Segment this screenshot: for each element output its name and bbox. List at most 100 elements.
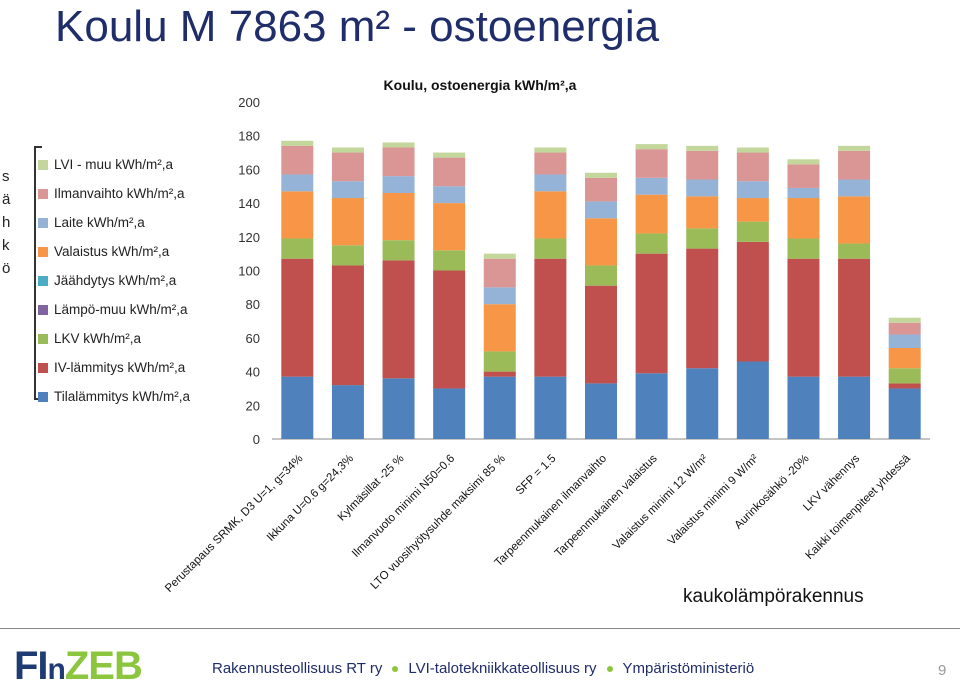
legend-label: LVI - muu kWh/m²,a: [54, 157, 174, 172]
x-tick-label: Tarpeenmukainen valaistus: [553, 452, 660, 559]
bar-segment: [787, 198, 820, 239]
legend-label: Laite kWh/m²,a: [54, 215, 145, 230]
legend-swatch: [38, 362, 48, 373]
bullet-dot-icon: [392, 665, 399, 672]
chart-title: Koulu, ostoenergia kWh/m²,a: [384, 77, 577, 93]
finzeb-logo: FInZEB: [14, 644, 143, 689]
bar-segment: [534, 152, 567, 175]
bar-segment: [635, 149, 668, 178]
bar-segment: [433, 388, 466, 439]
logo-zeb: ZEB: [64, 644, 143, 688]
legend-item: Lämpö-muu kWh/m²,a: [38, 295, 190, 324]
footer-link-rt[interactable]: Rakennusteollisuus RT ry: [212, 660, 383, 677]
bar-segment: [331, 245, 364, 266]
logo-fi: FI: [14, 644, 49, 688]
legend-label: LKV kWh/m²,a: [54, 331, 142, 346]
bar-segment: [433, 270, 466, 389]
bar-segment: [787, 238, 820, 259]
vertical-letter: h: [2, 214, 11, 231]
bar-segment: [838, 179, 871, 197]
slide-title: Koulu M 7863 m² - ostoenergia: [55, 2, 660, 51]
bar-segment: [433, 203, 466, 251]
footer-link-ym[interactable]: Ympäristöministeriö: [622, 660, 755, 677]
bar-segment: [281, 145, 314, 175]
bar-segment: [888, 348, 921, 369]
y-tick-label: 140: [238, 196, 260, 211]
x-tick-label: Valaistus minimi 9 W/m²: [666, 453, 761, 548]
bar-segment: [331, 147, 364, 153]
bar-segment: [281, 140, 314, 146]
bar-segment: [483, 258, 516, 288]
bar-segment: [635, 194, 668, 234]
bar-segment: [736, 361, 769, 439]
legend-label: Ilmanvaihto kWh/m²,a: [54, 186, 185, 201]
bar-segment: [382, 147, 415, 177]
bar-segment: [787, 187, 820, 199]
vertical-letter: ö: [2, 260, 11, 277]
bar-segment: [534, 376, 567, 439]
legend-swatch: [38, 333, 48, 344]
legend-swatch: [38, 391, 48, 402]
page-number: 9: [938, 662, 947, 679]
bar-segment: [736, 221, 769, 242]
bar-segment: [483, 376, 516, 439]
legend-swatch: [38, 159, 48, 170]
bar-segment: [736, 198, 769, 222]
y-tick-label: 20: [246, 398, 260, 413]
bar-segment: [331, 152, 364, 182]
legend-item: LVI - muu kWh/m²,a: [38, 150, 190, 179]
bar-segment: [585, 285, 617, 384]
bar-segment: [331, 385, 364, 439]
vertical-letter: ä: [2, 191, 11, 208]
bar-segment: [686, 196, 719, 229]
bar-segment: [787, 376, 820, 439]
bar-segment: [635, 373, 668, 439]
bar-segment: [433, 250, 466, 271]
y-tick-label: 200: [238, 95, 260, 110]
bar-segment: [838, 243, 871, 259]
footer-link-lvi[interactable]: LVI-talotekniikkateollisuus ry: [408, 660, 597, 677]
vertical-letter: s: [2, 168, 10, 185]
bar-segment: [433, 157, 466, 187]
y-tick-label: 80: [246, 297, 260, 312]
bar-segment: [736, 147, 769, 153]
bar-segment: [331, 181, 364, 199]
bar-segment: [483, 371, 516, 377]
y-tick-label: 60: [246, 331, 260, 346]
bar-segment: [585, 177, 617, 202]
bar-segment: [686, 145, 719, 151]
legend-swatch: [38, 304, 48, 315]
x-tick-label: Valaistus minimi 12 W/m²: [611, 453, 711, 553]
bar-segment: [585, 383, 617, 439]
bar-segment: [838, 150, 871, 180]
legend-swatch: [38, 188, 48, 199]
bar-segment: [585, 172, 617, 178]
bar-segment: [331, 198, 364, 246]
y-tick-label: 160: [238, 162, 260, 177]
bar-segment: [382, 142, 415, 148]
legend-item: LKV kWh/m²,a: [38, 324, 190, 353]
x-tick-label: Ilmanvuoto minimi N50=0.6: [350, 453, 457, 560]
bar-segment: [888, 322, 921, 335]
bar-segment: [585, 265, 617, 286]
bar-segment: [382, 240, 415, 261]
bar-segment: [888, 383, 921, 389]
bar-segment: [787, 164, 820, 188]
bar-segment: [888, 317, 921, 323]
bar-segment: [635, 253, 668, 374]
legend-item: Jäähdytys kWh/m²,a: [38, 266, 190, 295]
bar-segment: [838, 145, 871, 151]
legend-swatch: [38, 275, 48, 286]
bar-segment: [888, 368, 921, 384]
bar-segment: [534, 147, 567, 153]
x-tick-label: Kaikki toimenpiteet yhdessä: [804, 452, 914, 562]
bar-segment: [736, 152, 769, 182]
y-tick-label: 40: [246, 365, 260, 380]
legend-swatch: [38, 217, 48, 228]
bar-segment: [686, 368, 719, 439]
bar-segment: [838, 258, 871, 377]
legend-item: Ilmanvaihto kWh/m²,a: [38, 179, 190, 208]
bar-segment: [585, 218, 617, 266]
footer-divider: [0, 628, 960, 629]
legend-label: Tilalämmitys kWh/m²,a: [54, 389, 191, 404]
